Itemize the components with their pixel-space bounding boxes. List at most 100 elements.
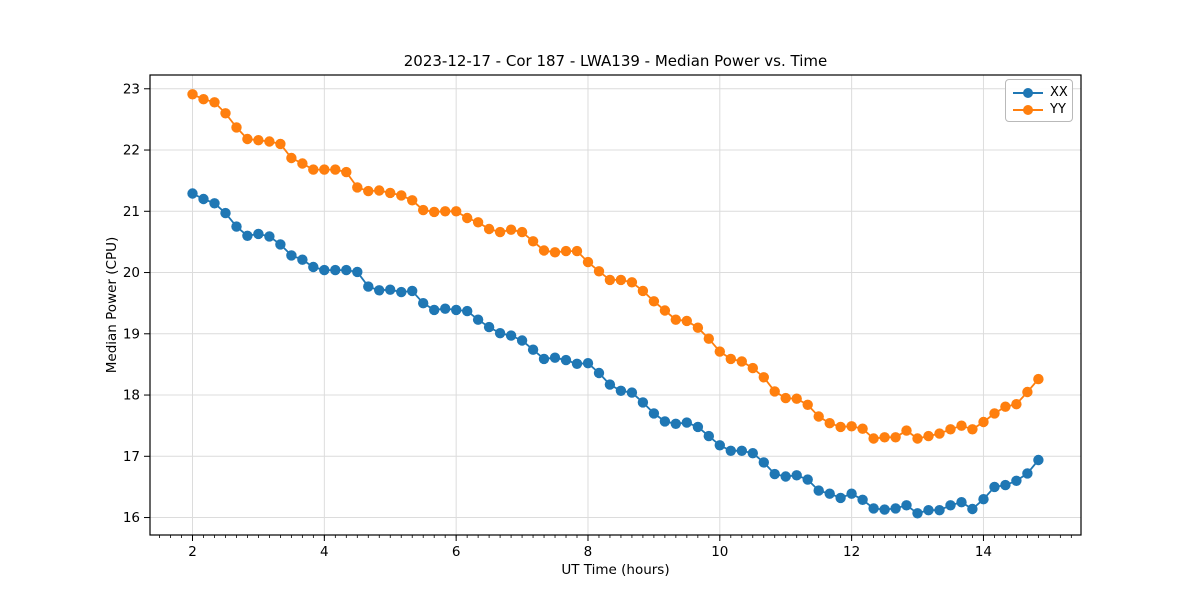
- legend-label-xx: XX: [1050, 85, 1068, 100]
- data-point-xx: [418, 298, 429, 309]
- legend-marker-yy-icon: [1013, 104, 1043, 116]
- x-tick-label: 8: [584, 544, 593, 560]
- data-point-yy: [736, 356, 747, 367]
- data-point-xx: [385, 284, 396, 295]
- data-point-yy: [901, 425, 912, 436]
- data-point-xx: [341, 264, 352, 276]
- data-point-yy: [846, 421, 857, 432]
- data-point-xx: [956, 497, 967, 508]
- data-point-yy: [1022, 386, 1033, 398]
- data-point-yy: [758, 372, 769, 383]
- data-point-xx: [604, 379, 616, 390]
- data-point-yy: [967, 424, 978, 435]
- data-point-yy: [945, 424, 956, 435]
- data-point-yy: [835, 421, 846, 433]
- data-point-xx: [978, 494, 989, 505]
- data-point-xx: [736, 445, 747, 456]
- data-point-yy: [505, 224, 517, 235]
- data-point-xx: [593, 367, 605, 379]
- data-point-xx: [571, 358, 583, 369]
- data-point-yy: [286, 152, 297, 164]
- data-point-yy: [648, 296, 660, 307]
- data-point-yy: [187, 89, 198, 100]
- data-point-xx: [703, 430, 714, 442]
- data-point-yy: [297, 158, 308, 169]
- data-point-yy: [593, 266, 605, 277]
- data-point-yy: [582, 256, 594, 268]
- data-point-yy: [319, 164, 330, 175]
- data-point-xx: [396, 286, 407, 298]
- data-point-yy: [989, 408, 1000, 419]
- series-line-xx: [192, 192, 1040, 515]
- x-axis-label: UT Time (hours): [561, 562, 670, 578]
- data-point-yy: [538, 245, 550, 256]
- data-point-xx: [912, 508, 923, 519]
- data-point-yy: [396, 190, 407, 201]
- data-point-xx: [494, 328, 506, 339]
- data-point-xx: [769, 468, 780, 480]
- data-point-yy: [209, 97, 220, 108]
- data-point-yy: [615, 274, 627, 286]
- data-point-xx: [242, 230, 253, 241]
- data-point-yy: [451, 206, 462, 217]
- data-point-xx: [945, 500, 956, 511]
- data-point-yy: [407, 195, 418, 206]
- data-point-xx: [637, 397, 649, 408]
- data-point-xx: [231, 221, 242, 232]
- data-point-yy: [275, 138, 286, 150]
- data-point-xx: [472, 314, 484, 325]
- data-point-xx: [286, 250, 297, 261]
- data-point-xx: [967, 503, 978, 515]
- data-point-yy: [516, 226, 528, 238]
- data-point-xx: [363, 281, 374, 292]
- data-point-yy: [637, 285, 649, 297]
- legend-entry-yy: YY: [1013, 101, 1072, 118]
- data-point-yy: [483, 223, 495, 235]
- data-point-yy: [308, 164, 319, 175]
- y-tick-label: 21: [123, 204, 140, 220]
- data-point-xx: [352, 266, 363, 278]
- data-point-xx: [879, 504, 890, 515]
- data-point-yy: [923, 430, 934, 442]
- data-point-yy: [912, 433, 923, 444]
- data-point-yy: [890, 432, 901, 443]
- data-point-xx: [857, 494, 868, 505]
- data-point-xx: [1033, 454, 1044, 466]
- data-point-xx: [538, 353, 550, 365]
- data-point-yy: [703, 333, 714, 344]
- data-point-xx: [802, 474, 813, 485]
- data-point-yy: [363, 185, 374, 197]
- data-point-yy: [747, 362, 758, 374]
- data-point-yy: [956, 420, 967, 431]
- y-tick-label: 19: [123, 326, 140, 342]
- y-tick-label: 22: [123, 143, 140, 159]
- data-point-xx: [670, 418, 681, 429]
- y-tick-label: 23: [123, 81, 140, 97]
- x-tick-label: 12: [843, 544, 860, 560]
- data-point-yy: [978, 416, 989, 428]
- data-point-xx: [626, 387, 638, 398]
- x-tick-label: 14: [975, 544, 992, 560]
- data-point-yy: [231, 122, 242, 133]
- data-point-yy: [1033, 373, 1044, 385]
- data-point-xx: [429, 304, 440, 316]
- data-point-yy: [560, 245, 572, 257]
- data-point-xx: [527, 344, 539, 355]
- data-point-xx: [934, 505, 945, 516]
- data-point-yy: [626, 277, 638, 288]
- data-point-xx: [747, 448, 758, 459]
- data-point-xx: [582, 358, 594, 369]
- data-point-xx: [275, 239, 286, 250]
- data-point-xx: [791, 470, 802, 481]
- data-point-yy: [571, 245, 583, 257]
- data-point-xx: [483, 321, 495, 333]
- data-point-yy: [440, 206, 451, 217]
- data-point-xx: [846, 488, 857, 499]
- data-point-yy: [802, 399, 813, 410]
- data-point-xx: [868, 503, 879, 514]
- data-point-xx: [407, 285, 418, 297]
- data-point-yy: [791, 393, 802, 404]
- data-point-yy: [1000, 401, 1011, 412]
- data-point-xx: [648, 408, 660, 419]
- data-point-yy: [418, 204, 429, 216]
